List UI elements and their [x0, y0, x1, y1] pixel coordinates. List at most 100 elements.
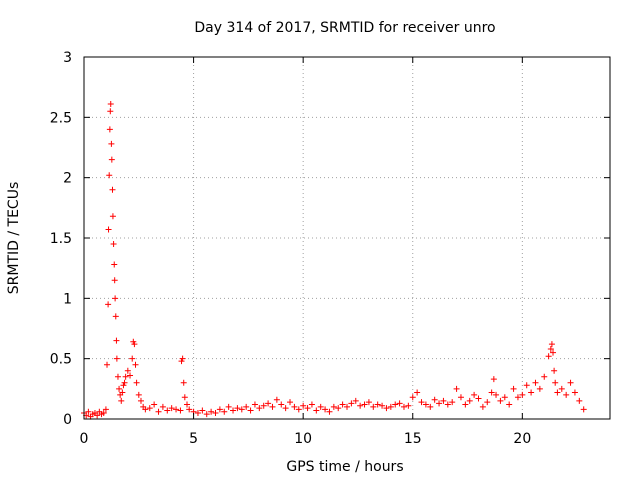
- data-point: [110, 241, 117, 248]
- data-points: [81, 101, 587, 420]
- data-point: [186, 406, 193, 413]
- data-point: [313, 407, 320, 414]
- data-point: [396, 400, 403, 407]
- data-point: [440, 397, 447, 404]
- data-point: [108, 156, 115, 163]
- data-point: [221, 408, 228, 415]
- data-point: [558, 385, 565, 392]
- data-point: [387, 403, 394, 410]
- data-point: [265, 400, 272, 407]
- y-tick-label: 0: [63, 412, 72, 428]
- data-point: [322, 406, 329, 413]
- y-tick-label: 0.5: [50, 352, 72, 368]
- data-point: [547, 346, 554, 353]
- data-point: [418, 399, 425, 406]
- data-point: [102, 406, 109, 413]
- data-point: [370, 403, 377, 410]
- data-point: [85, 408, 92, 415]
- data-point: [392, 401, 399, 408]
- data-point: [194, 409, 201, 416]
- y-tick-label: 1: [63, 291, 72, 307]
- data-point: [177, 407, 184, 414]
- data-point: [112, 313, 119, 320]
- y-tick-label: 3: [63, 50, 72, 66]
- data-point: [108, 140, 115, 147]
- data-point: [501, 394, 508, 401]
- data-point: [361, 401, 368, 408]
- data-point: [109, 213, 116, 220]
- x-axis-label: GPS time / hours: [286, 459, 403, 475]
- data-point: [234, 405, 241, 412]
- data-point: [427, 403, 434, 410]
- y-tick-label: 2: [63, 171, 72, 187]
- data-point: [357, 402, 364, 409]
- data-point: [490, 376, 497, 383]
- data-point: [116, 385, 123, 392]
- data-point: [131, 341, 138, 348]
- data-point: [278, 401, 285, 408]
- data-point: [173, 406, 180, 413]
- grid: [84, 57, 610, 419]
- data-point: [111, 277, 118, 284]
- data-point: [107, 108, 114, 115]
- data-point: [119, 389, 126, 396]
- data-point: [104, 361, 111, 368]
- data-point: [422, 401, 429, 408]
- data-point: [545, 353, 552, 360]
- data-point: [208, 408, 215, 415]
- data-point: [479, 403, 486, 410]
- data-point: [484, 399, 491, 406]
- data-point: [137, 397, 144, 404]
- data-point: [295, 406, 302, 413]
- data-point: [308, 401, 315, 408]
- data-point: [571, 389, 578, 396]
- data-point: [462, 401, 469, 408]
- data-point: [180, 379, 187, 386]
- data-point: [199, 407, 206, 414]
- data-point: [129, 355, 136, 362]
- data-point: [510, 385, 517, 392]
- data-point: [541, 373, 548, 380]
- data-point: [514, 394, 521, 401]
- data-point: [127, 372, 134, 379]
- x-tick-label: 20: [513, 431, 531, 447]
- data-point: [532, 379, 539, 386]
- data-point: [348, 400, 355, 407]
- data-point: [109, 186, 116, 193]
- data-point: [179, 355, 186, 362]
- data-point: [203, 411, 210, 418]
- data-point: [118, 397, 125, 404]
- data-point: [132, 361, 139, 368]
- data-point: [105, 226, 112, 233]
- data-point: [536, 385, 543, 392]
- data-point: [146, 405, 153, 412]
- data-point: [251, 401, 258, 408]
- data-point: [576, 397, 583, 404]
- data-point: [317, 403, 324, 410]
- data-point: [247, 407, 254, 414]
- data-point: [554, 389, 561, 396]
- data-point: [414, 389, 421, 396]
- data-point: [374, 401, 381, 408]
- data-point: [523, 382, 530, 389]
- data-point: [287, 399, 294, 406]
- data-point: [111, 261, 118, 268]
- data-point: [431, 396, 438, 403]
- data-point: [567, 379, 574, 386]
- data-point: [230, 407, 237, 414]
- data-point: [488, 389, 495, 396]
- data-point: [466, 397, 473, 404]
- data-point: [112, 295, 119, 302]
- data-point: [344, 403, 350, 410]
- data-point: [94, 412, 101, 419]
- data-point: [519, 391, 526, 398]
- chart-title: Day 314 of 2017, SRMTID for receiver unr…: [194, 20, 495, 36]
- data-point: [497, 397, 504, 404]
- data-point: [528, 389, 535, 396]
- data-point: [133, 379, 140, 386]
- data-point: [471, 391, 478, 398]
- x-tick-label: 5: [189, 431, 198, 447]
- data-point: [335, 405, 342, 412]
- data-point: [548, 341, 555, 348]
- data-point: [563, 391, 570, 398]
